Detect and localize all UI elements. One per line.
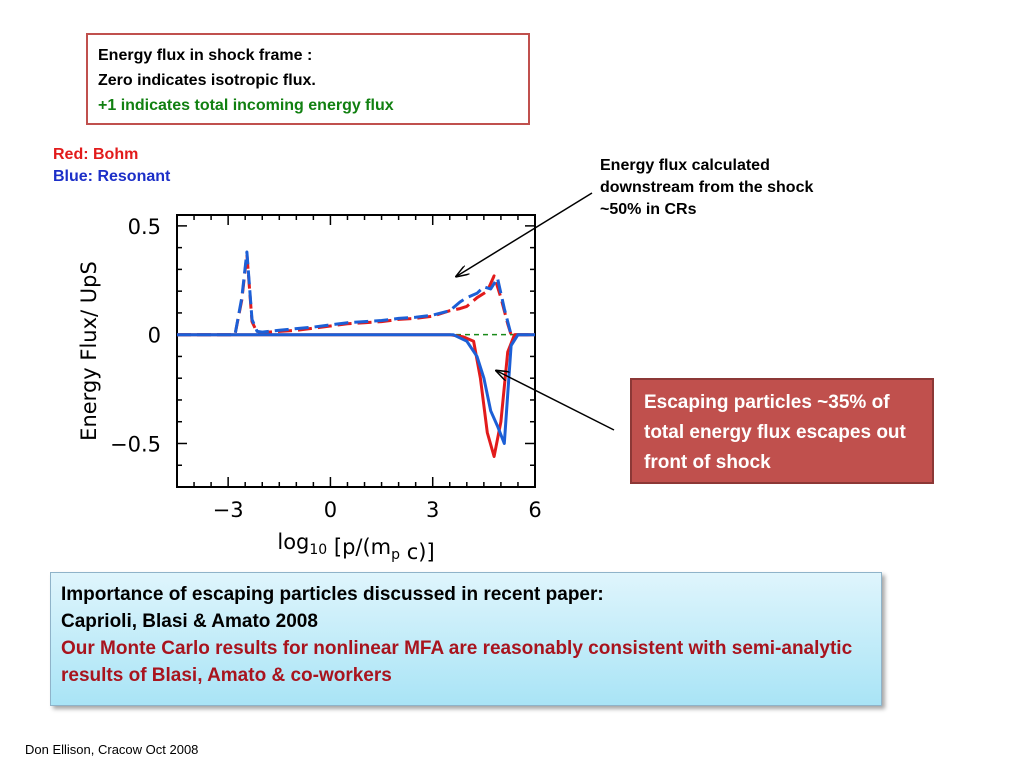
plot-frame (176, 214, 536, 488)
energy-flux-plot: −3 0 3 6 0.5 0 −0.5 Energy Flux/ UpS log10 [p/(m… (77, 214, 542, 564)
footer-credit: Don Ellison, Cracow Oct 2008 (25, 742, 199, 757)
x-tick-label: 0 (324, 498, 337, 522)
x-tick-label: 3 (426, 498, 439, 522)
x-axis-label: log10 [p/(mp c)] (277, 530, 434, 564)
y-tick-label: −0.5 (110, 432, 161, 456)
series-resonant-lower (177, 333, 535, 445)
x-tick-label: −3 (213, 498, 244, 522)
reference-line-1: Importance of escaping particles discuss… (61, 584, 604, 605)
arrow-downstream (457, 192, 593, 276)
y-axis-label: Energy Flux/ UpS (77, 261, 101, 441)
x-tick-label: 6 (528, 498, 541, 522)
info-box-energy-flux: Energy flux in shock frame : Zero indica… (86, 33, 530, 125)
series-resonant-upper (177, 250, 535, 337)
reference-line-3: Our Monte Carlo results for nonlinear MF… (61, 638, 853, 686)
reference-line-2: Caprioli, Blasi & Amato 2008 (61, 611, 318, 632)
info-line-2: Zero indicates isotropic flux. (98, 72, 316, 89)
downstream-note: Energy flux calculated downstream from t… (600, 157, 814, 218)
legend: Red: Bohm Blue: Resonant (53, 144, 170, 188)
arrow-escaping (497, 371, 615, 431)
legend-bohm: Red: Bohm (53, 146, 139, 163)
y-tick-label: 0 (148, 324, 161, 348)
escaping-particles-box: Escaping particles ~35% of total energy … (630, 378, 934, 484)
info-line-1: Energy flux in shock frame : (98, 47, 313, 64)
y-tick-label: 0.5 (128, 215, 161, 239)
series-bohm-lower (177, 333, 535, 458)
info-line-3: +1 indicates total incoming energy flux (98, 97, 394, 114)
legend-resonant: Blue: Resonant (53, 168, 171, 185)
paper-reference-box: Importance of escaping particles discuss… (50, 572, 882, 706)
